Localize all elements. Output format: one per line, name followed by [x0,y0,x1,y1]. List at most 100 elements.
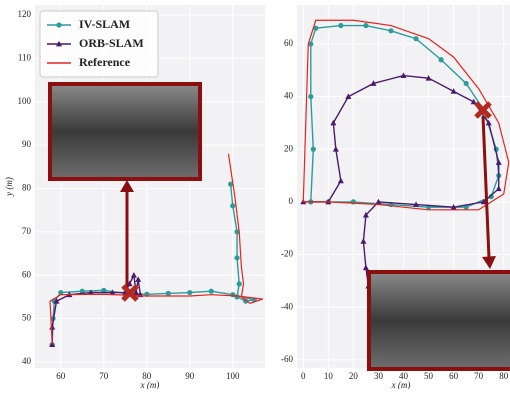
point [413,36,419,42]
y-tick-label: 60 [284,38,294,48]
point [208,288,214,294]
legend-label: IV-SLAM [79,17,130,31]
point [56,22,62,28]
x-axis-label: x (m) [391,380,411,389]
x-tick-label: 0 [301,371,306,381]
point [58,289,64,296]
point [425,74,432,81]
point [337,177,344,184]
point [450,203,457,210]
point [362,264,369,271]
x-tick-label: 100 [226,371,240,381]
point [243,298,249,304]
camera-image [48,82,202,181]
point [363,22,369,29]
y-tick-label: 0 [289,196,294,206]
annotations [48,82,510,371]
point [308,94,314,100]
y-tick-label: 90 [22,139,32,149]
x-tick-label: 60 [449,371,459,381]
point [360,238,367,244]
point [101,287,107,293]
failure-marker [474,101,492,119]
x-tick-label: 20 [349,371,359,381]
arrow-head [120,180,134,192]
point [388,28,394,34]
failure-marker [121,284,139,302]
point [187,289,193,296]
point [488,194,494,200]
point [330,119,337,126]
y-tick-label: -20 [281,249,293,259]
point [310,146,316,152]
point [230,292,236,298]
point [450,88,457,94]
y-axis-label: y (m) [4,177,14,197]
point [338,22,344,29]
legend-label: Reference [79,55,131,69]
x-axis-label: x (m) [140,380,160,389]
camera-image [367,270,510,371]
point [228,181,234,187]
plot-area [49,153,264,348]
x-tick-label: 60 [56,371,66,381]
point [130,271,137,278]
point [79,288,85,294]
point [49,324,56,330]
y-tick-label: 20 [284,143,294,153]
y-tick-label: 60 [22,269,32,279]
point [362,211,369,218]
series-line [51,184,255,345]
x-tick-label: 80 [142,371,152,381]
series-line [49,153,264,345]
y-tick-label: -60 [281,354,293,364]
point [230,203,236,209]
point [308,41,314,47]
point [234,255,240,261]
point [463,80,469,87]
y-tick-label: 70 [22,226,32,236]
point [485,119,492,126]
y-tick-label: 40 [22,356,32,366]
point [234,229,240,235]
point [135,276,142,282]
point [332,146,339,152]
point [495,159,502,165]
panel: 40 50 60 70 80 90 100 110 120 60 70 80 90 100 x (m) y (… [4,5,265,390]
point [413,201,420,207]
point [375,198,382,205]
point [165,290,171,297]
point [236,281,242,287]
x-tick-label: 80 [499,371,509,381]
y-tick-label: 40 [284,91,294,101]
point [133,289,140,295]
x-tick-label: 70 [474,371,484,381]
y-tick-label: 100 [18,96,32,106]
series-line [302,19,510,211]
x-tick-label: 70 [99,371,109,381]
x-tick-label: 10 [324,371,334,381]
y-tick-label: 80 [22,183,32,193]
point [400,72,407,78]
point [53,298,60,304]
y-tick-label: 120 [18,9,32,19]
point [87,289,94,295]
point [470,98,477,105]
legend-label: ORB-SLAM [79,36,144,50]
legend: IV-SLAM ORB-SLAM Reference [39,10,159,78]
point [345,93,352,100]
point [438,57,444,63]
point [495,185,502,192]
y-tick-label: -40 [281,301,293,311]
point [370,80,377,86]
arrow [481,115,491,259]
y-tick-label: 110 [18,52,32,62]
x-tick-label: 40 [399,371,409,381]
legend-box [39,10,159,78]
point [56,40,62,47]
point [313,25,319,31]
x-tick-label: 90 [185,371,195,381]
x-tick-label: 30 [374,371,384,381]
